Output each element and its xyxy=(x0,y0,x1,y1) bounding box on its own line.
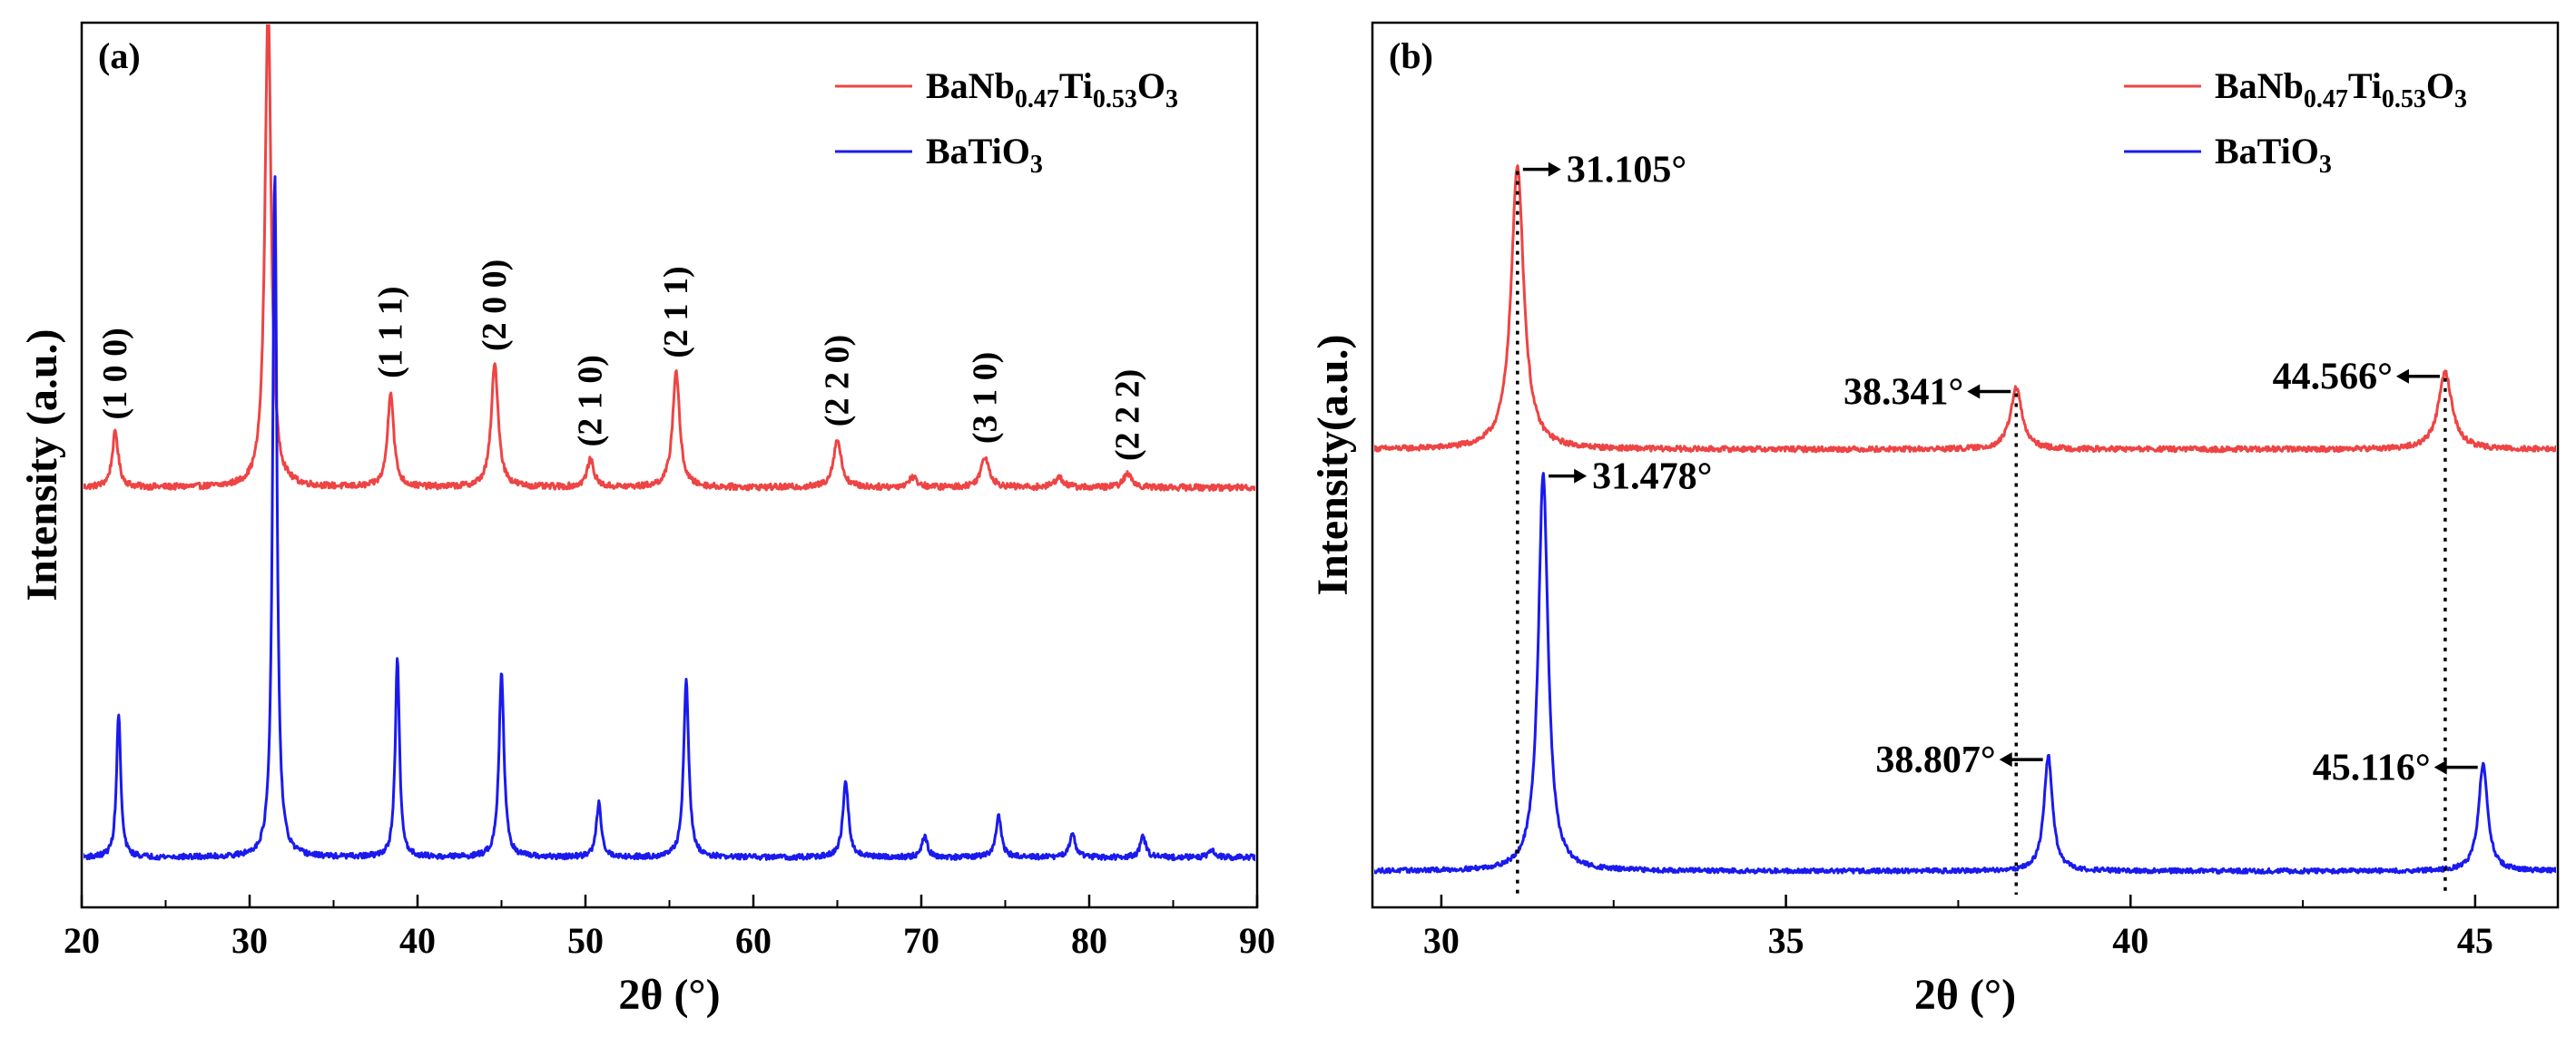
x-tick-label: 45 xyxy=(2457,920,2493,961)
peak-position-label: 38.341° xyxy=(1844,372,1963,414)
x-tick-label: 70 xyxy=(903,920,939,961)
x-tick-label: 35 xyxy=(1768,920,1804,961)
plot-frame xyxy=(1371,21,2560,909)
legend-label-0: BaNb0.47Ti0.53O3 xyxy=(926,65,1178,113)
x-tick-label: 40 xyxy=(399,920,436,961)
panel-b: (b) 30 35 40 45 2θ (°) Intensity(a.u.) BaNb0.47… xyxy=(1309,21,2560,1019)
peak-arrowhead xyxy=(2433,759,2447,775)
x-axis-title: 2θ (°) xyxy=(1914,971,2016,1019)
peak-arrowhead xyxy=(1574,468,1588,484)
hkl-label: (1 0 0) xyxy=(96,328,134,419)
x-tick-label: 30 xyxy=(1423,920,1460,961)
peak-position-label: 44.566° xyxy=(2273,357,2393,398)
series-line-1 xyxy=(1374,472,2556,875)
y-axis-title: Intensity (a.u.) xyxy=(18,328,66,601)
x-tick-label: 80 xyxy=(1071,920,1107,961)
x-tick-label: 60 xyxy=(735,920,772,961)
x-tick-label: 90 xyxy=(1239,920,1275,961)
peak-arrowhead xyxy=(1548,162,1561,177)
x-tick-label: 30 xyxy=(231,920,268,961)
series-line-1 xyxy=(84,175,1255,862)
panel-a: (a) 20 30 40 50 60 70 80 90 2θ (°) Intensity (a.u.… xyxy=(18,21,1275,1019)
panel-label: (a) xyxy=(98,35,141,76)
y-axis-title: Intensity(a.u.) xyxy=(1309,334,1357,595)
peak-arrowhead xyxy=(1999,752,2012,768)
peak-arrowhead xyxy=(1967,384,1981,399)
panel-label: (b) xyxy=(1389,35,1433,76)
x-tick-label: 50 xyxy=(567,920,604,961)
hkl-label: (2 2 2) xyxy=(1109,369,1147,461)
legend-label-1: BaTiO3 xyxy=(2215,131,2332,179)
legend-label-0: BaNb0.47Ti0.53O3 xyxy=(2215,65,2467,113)
x-axis-title: 2θ (°) xyxy=(618,971,720,1019)
hkl-label: (3 1 0) xyxy=(966,352,1004,444)
plot-frame xyxy=(80,21,1259,909)
x-tick-label: 20 xyxy=(64,920,100,961)
peak-position-label: 45.116° xyxy=(2313,748,2431,789)
peak-position-label: 31.478° xyxy=(1592,456,1712,498)
hkl-label: (1 1 1) xyxy=(371,287,409,378)
hkl-label: (2 1 0) xyxy=(572,355,610,446)
x-tick-label: 40 xyxy=(2112,920,2148,961)
peak-position-label: 38.807° xyxy=(1875,739,1995,781)
legend-label-1: BaTiO3 xyxy=(926,131,1043,179)
hkl-label: (2 0 0) xyxy=(476,260,514,351)
hkl-label: (2 1 1) xyxy=(657,266,695,357)
hkl-label: (2 2 0) xyxy=(819,335,857,426)
peak-arrowhead xyxy=(2395,368,2409,384)
peak-position-label: 31.105° xyxy=(1567,150,1686,191)
series-line-0 xyxy=(1374,164,2556,454)
